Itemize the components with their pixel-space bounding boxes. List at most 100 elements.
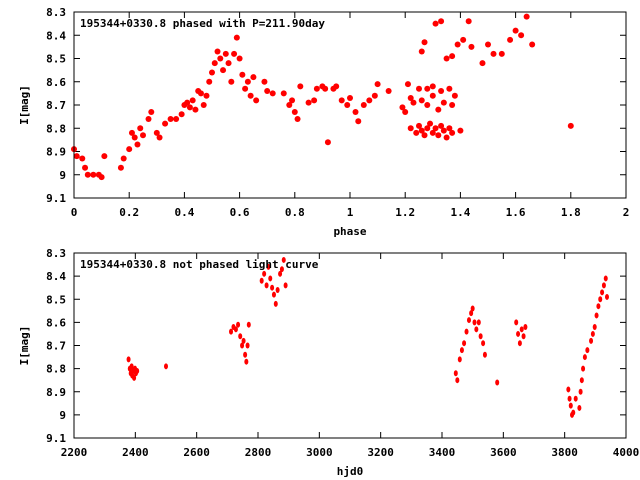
data-point	[490, 50, 497, 57]
data-point	[313, 85, 320, 92]
y-tick-label: 8.3	[46, 247, 66, 260]
data-point	[322, 85, 329, 92]
data-point	[271, 291, 276, 298]
y-axis-label: I[mag]	[18, 326, 31, 366]
data-point	[275, 287, 280, 293]
data-point	[462, 340, 467, 347]
data-point	[264, 282, 269, 289]
data-point	[98, 174, 105, 181]
data-point	[498, 50, 505, 57]
data-point	[347, 95, 353, 102]
data-point	[482, 351, 487, 358]
data-point	[474, 326, 479, 333]
data-point	[294, 115, 301, 122]
data-point	[238, 333, 243, 340]
data-point	[424, 102, 431, 108]
data-point	[523, 324, 528, 330]
y-tick-label: 8.7	[46, 340, 66, 353]
data-point	[529, 41, 536, 48]
data-point	[281, 256, 286, 263]
data-point	[132, 374, 137, 381]
data-point	[472, 319, 477, 326]
data-point	[236, 55, 243, 62]
y-tick-label: 8.3	[46, 6, 66, 19]
plot-frame	[73, 252, 627, 439]
data-point	[291, 108, 298, 115]
x-tick-label: 0.8	[285, 206, 305, 219]
data-point	[407, 125, 414, 132]
data-point	[236, 321, 241, 328]
data-point	[427, 120, 434, 127]
data-point	[485, 41, 491, 48]
data-point	[374, 81, 381, 88]
data-point	[449, 102, 456, 108]
data-point	[243, 351, 248, 358]
data-point	[429, 92, 436, 99]
data-point	[266, 263, 271, 270]
data-point	[571, 409, 576, 416]
data-point	[156, 134, 163, 141]
data-point	[240, 342, 245, 349]
data-point	[457, 356, 462, 363]
y-tick-label: 8.9	[46, 386, 66, 399]
y-tick-label: 8.5	[46, 293, 66, 306]
data-point	[416, 122, 422, 129]
data-point	[162, 120, 169, 127]
data-point	[454, 41, 461, 48]
data-point	[355, 118, 362, 125]
data-point	[197, 90, 204, 97]
data-point	[465, 18, 472, 25]
data-point	[429, 83, 436, 90]
x-tick-label: 2400	[122, 446, 149, 459]
data-point	[598, 296, 603, 303]
x-tick-label: 1.6	[506, 206, 526, 219]
data-point	[140, 132, 146, 139]
data-point	[220, 67, 227, 74]
data-point	[352, 108, 359, 115]
y-tick-label: 8.8	[46, 122, 66, 135]
data-point	[596, 303, 601, 310]
data-point	[478, 333, 483, 340]
x-tick-label: 2200	[61, 446, 88, 459]
data-point	[244, 78, 251, 85]
x-axis-label: hjd0	[337, 465, 364, 478]
data-point	[261, 78, 268, 85]
x-tick-label: 3400	[429, 446, 456, 459]
plot-panel-1: 0 0.2 0.4 0.6 0.8 1 1.2 1.4 1.6 1.8 2 8.3 8.4 8.5 8.6 8…	[18, 6, 629, 238]
data-point	[145, 115, 152, 122]
data-point	[424, 85, 431, 92]
data-point	[366, 97, 373, 104]
x-tick-label: 0	[71, 206, 78, 219]
data-point	[82, 164, 89, 171]
data-point	[421, 39, 428, 46]
data-point	[217, 55, 224, 62]
data-point	[468, 43, 475, 50]
data-point	[481, 340, 486, 347]
data-point	[416, 85, 422, 92]
x-tick-label: 1.4	[450, 206, 470, 219]
x-axis-label: phase	[333, 225, 366, 238]
data-point	[453, 370, 458, 377]
data-point	[211, 60, 218, 67]
data-point	[566, 386, 571, 393]
data-point	[469, 310, 474, 317]
data-point	[209, 69, 215, 76]
data-point	[311, 97, 318, 104]
data-point	[134, 141, 141, 148]
data-point	[516, 330, 521, 337]
data-point	[459, 347, 464, 354]
data-point	[269, 90, 276, 97]
data-point	[585, 347, 590, 354]
data-point	[206, 78, 213, 85]
data-point	[407, 95, 414, 102]
data-point	[449, 129, 456, 136]
data-point	[371, 92, 378, 99]
data-point	[581, 365, 586, 372]
data-point	[167, 115, 174, 122]
data-point	[424, 125, 431, 132]
x-tick-label: 3600	[490, 446, 517, 459]
data-point	[262, 270, 267, 277]
data-point	[514, 319, 519, 326]
data-point	[451, 92, 458, 99]
